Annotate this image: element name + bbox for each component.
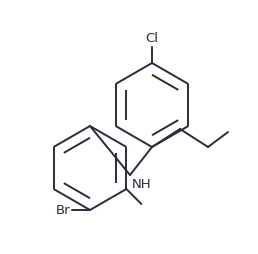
Text: Br: Br	[55, 203, 70, 216]
Text: NH: NH	[132, 178, 152, 191]
Text: Cl: Cl	[146, 32, 158, 45]
